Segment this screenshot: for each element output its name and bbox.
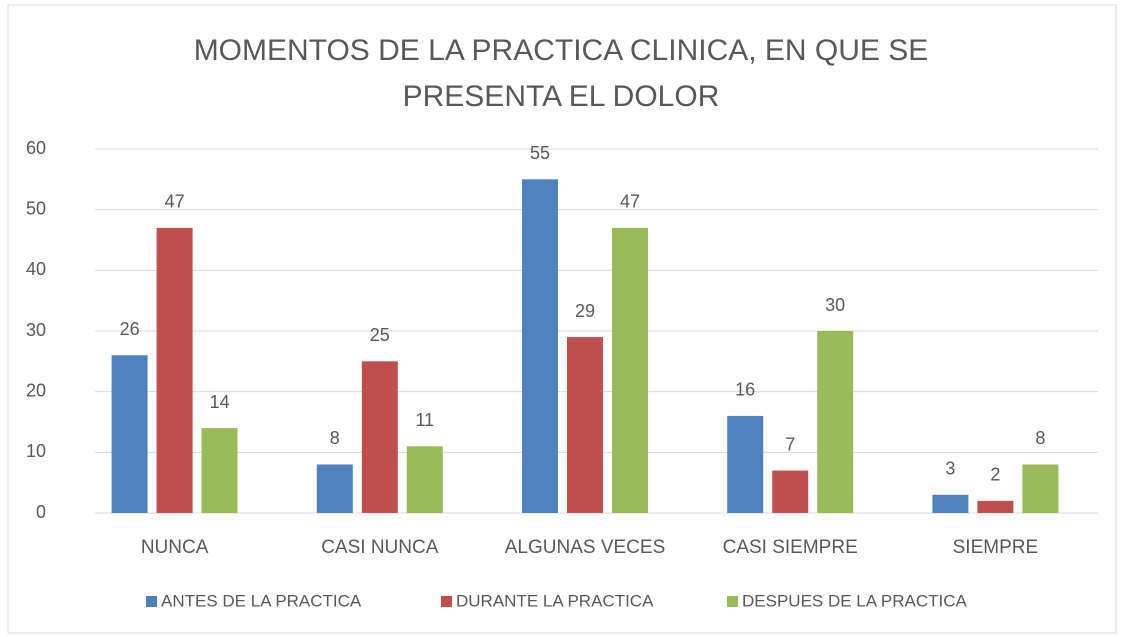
value-label: 11 [415, 410, 434, 430]
bar [156, 227, 193, 513]
bar [316, 464, 353, 513]
bar [932, 494, 969, 513]
bar [361, 361, 398, 513]
bar [612, 227, 648, 513]
bar [406, 446, 443, 513]
value-label: 7 [785, 434, 795, 454]
bar [977, 500, 1014, 513]
value-label: 30 [825, 295, 845, 315]
legend-label: DESPUES DE LA PRACTICA [742, 591, 968, 610]
x-tick-label: ALGUNAS VECES [505, 537, 666, 558]
value-label: 47 [165, 192, 185, 212]
y-tick-label: 50 [26, 198, 46, 218]
value-label: 8 [330, 428, 340, 448]
legend-swatch [146, 596, 157, 607]
bar [1022, 464, 1059, 513]
value-label: 47 [620, 192, 640, 212]
value-label: 3 [945, 459, 955, 479]
y-tick-label: 10 [26, 441, 46, 461]
value-label: 2 [990, 465, 1000, 485]
value-label: 16 [735, 380, 755, 400]
y-tick-label: 30 [26, 320, 46, 340]
bar [567, 337, 603, 513]
chart-title: MOMENTOS DE LA PRACTICA CLINICA, EN QUE … [193, 34, 929, 113]
value-label: 55 [530, 143, 550, 163]
bar [772, 470, 809, 513]
legend-swatch [727, 596, 738, 607]
y-tick-label: 40 [26, 259, 46, 279]
chart-border [7, 4, 1117, 634]
bar [727, 415, 764, 513]
legend-label: ANTES DE LA PRACTICA [161, 591, 362, 610]
y-tick-label: 60 [26, 138, 46, 158]
y-tick-label: 0 [36, 502, 46, 522]
value-label: 14 [210, 392, 230, 412]
x-tick-label: CASI SIEMPRE [723, 537, 858, 558]
bar [201, 428, 238, 513]
legend-swatch [441, 596, 452, 607]
value-label: 29 [575, 301, 595, 321]
value-label: 25 [370, 325, 390, 345]
x-tick-label: NUNCA [141, 537, 209, 558]
bar [111, 355, 148, 513]
bar [817, 331, 854, 513]
y-tick-label: 20 [26, 380, 46, 400]
bar [522, 179, 558, 514]
legend-label: DURANTE LA PRACTICA [456, 591, 654, 610]
x-tick-label: CASI NUNCA [321, 537, 439, 558]
value-label: 8 [1035, 428, 1045, 448]
x-tick-label: SIEMPRE [953, 537, 1039, 558]
value-label: 26 [120, 319, 140, 339]
